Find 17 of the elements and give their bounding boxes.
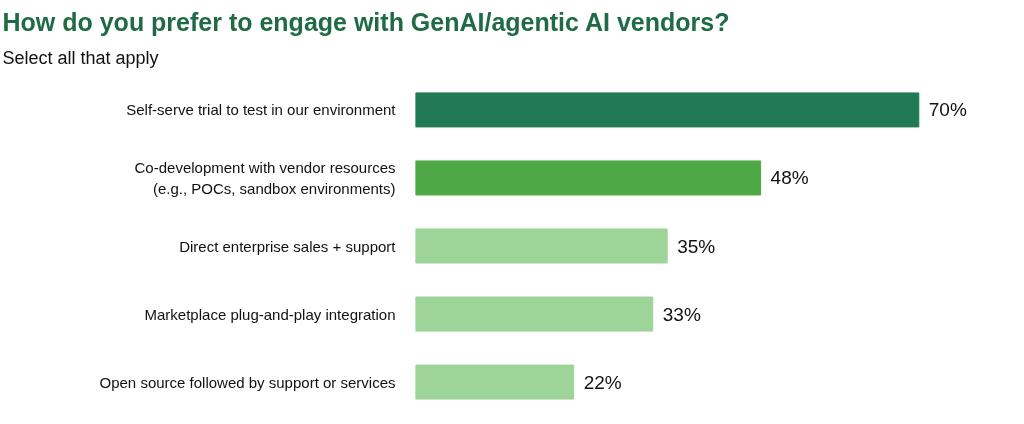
y-tick-label: Direct enterprise sales + support — [179, 237, 397, 255]
bar — [415, 92, 920, 128]
y-tick-label: Open source followed by support or services — [99, 373, 396, 391]
data-label: 22% — [583, 371, 622, 393]
data-label: 35% — [677, 235, 716, 257]
data-label: 48% — [770, 167, 809, 189]
bar — [415, 296, 654, 332]
bar — [415, 160, 762, 196]
bar — [415, 228, 668, 264]
y-tick-label: Co-development with vendor resources (e.g., POCs, sandbox environments) — [134, 159, 396, 197]
y-tick-label: Marketplace plug-and-play integration — [144, 305, 396, 323]
data-label: 33% — [662, 303, 701, 325]
chart-title: How do you prefer to engage with GenAI/agentic AI vendors? — [2, 7, 730, 36]
y-tick-label: Self-serve trial to test in our environment — [126, 101, 397, 119]
text: Select all that apply — [2, 47, 159, 68]
bar — [415, 364, 575, 400]
data-label: 70% — [928, 99, 967, 121]
